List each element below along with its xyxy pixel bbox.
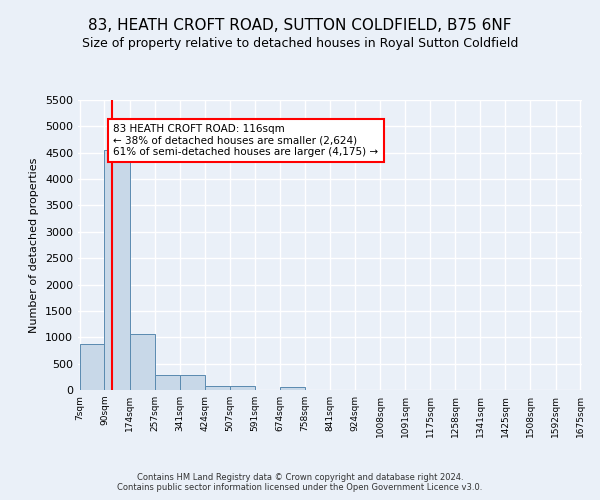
Text: 83, HEATH CROFT ROAD, SUTTON COLDFIELD, B75 6NF: 83, HEATH CROFT ROAD, SUTTON COLDFIELD, … xyxy=(88,18,512,32)
Text: 83 HEATH CROFT ROAD: 116sqm
← 38% of detached houses are smaller (2,624)
61% of : 83 HEATH CROFT ROAD: 116sqm ← 38% of det… xyxy=(113,124,379,157)
Text: Size of property relative to detached houses in Royal Sutton Coldfield: Size of property relative to detached ho… xyxy=(82,38,518,51)
Bar xyxy=(280,387,305,390)
Bar xyxy=(104,150,130,390)
Bar xyxy=(155,374,180,390)
Bar xyxy=(180,374,205,390)
Text: Contains HM Land Registry data © Crown copyright and database right 2024.
Contai: Contains HM Land Registry data © Crown c… xyxy=(118,473,482,492)
Bar xyxy=(205,386,230,390)
Bar xyxy=(80,344,104,390)
Y-axis label: Number of detached properties: Number of detached properties xyxy=(29,158,40,332)
Bar xyxy=(130,334,155,390)
Bar xyxy=(230,386,255,390)
